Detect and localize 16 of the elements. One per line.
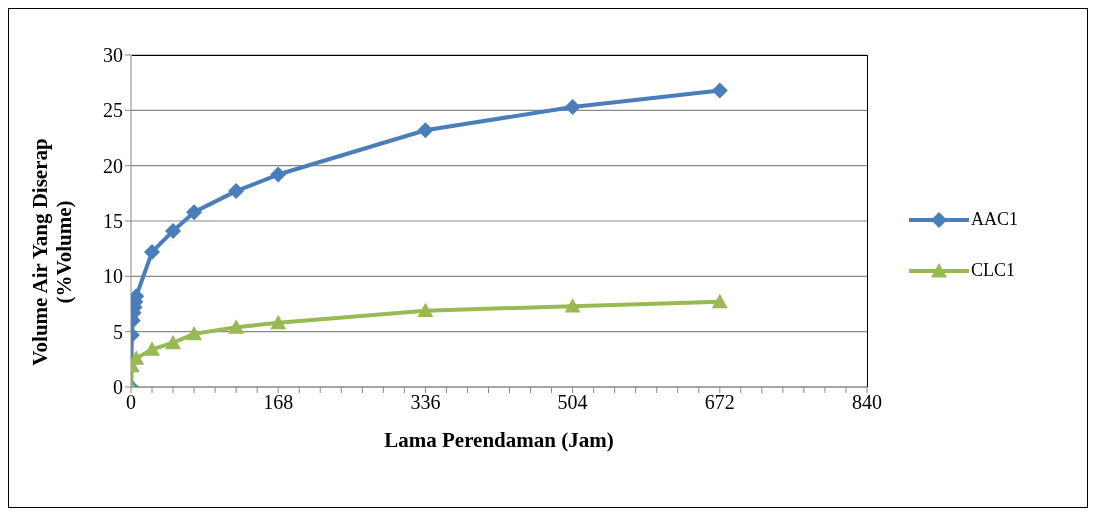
x-tick-label: 840 [852,391,882,414]
x-tick-label: 504 [557,391,588,414]
x-tick-label: 672 [704,391,735,414]
x-tick-label: 168 [263,391,294,414]
y-axis-title: Volume Air Yang Diserap (%Volume) [28,138,76,366]
y-tick-label: 30 [103,44,123,67]
y-tick-label: 10 [103,265,123,288]
legend-label: AAC1 [971,209,1019,230]
x-axis-title: Lama Perendaman (Jam) [384,428,614,452]
x-tick-label: 336 [410,391,441,414]
y-tick-label: 20 [103,154,123,177]
y-tick-label: 25 [103,99,123,122]
y-tick-label: 0 [113,376,123,399]
y-tick-label: 5 [113,320,123,343]
legend-label: CLC1 [971,260,1016,281]
y-tick-label: 15 [103,210,123,233]
